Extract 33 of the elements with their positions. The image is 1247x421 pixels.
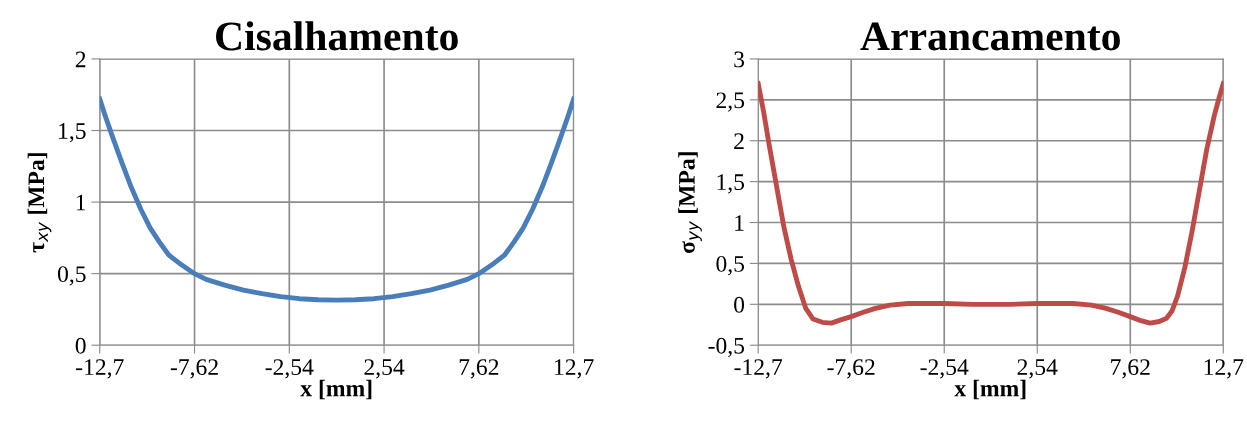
x-tick-label: -7,62 [170, 359, 218, 379]
chart-title: Cisalhamento [216, 21, 458, 51]
y-tick-label: 2,5 [716, 92, 745, 112]
x-tick-label: 12,7 [1204, 359, 1244, 379]
x-tick-label: 2,54 [364, 359, 405, 379]
y-tick-label: 1 [76, 194, 86, 211]
y-axis-title: τ$_{xy}$ [MPa] [27, 153, 52, 253]
y-tick-label: 0 [734, 296, 745, 313]
y-tick-label: 1,5 [59, 123, 86, 143]
line-series [758, 81, 1224, 326]
y-tick-label: -0,5 [708, 337, 745, 358]
line-series [99, 96, 574, 303]
y-tick-label: 1 [735, 215, 744, 231]
x-tick-label: 7,62 [459, 359, 499, 379]
x-tick-label: 12,7 [555, 359, 594, 379]
y-tick-label: 3 [734, 51, 745, 68]
x-axis-title: x [mm] [954, 379, 1026, 400]
y-tick-label: 0 [75, 337, 86, 354]
x-tick-label: 7,62 [1111, 359, 1150, 379]
y-tick-label: 1,5 [717, 174, 745, 194]
y-tick-label: 0,5 [57, 266, 86, 286]
x-tick-label: -2,54 [920, 359, 969, 379]
chart-title: Arrancamento [860, 22, 1120, 51]
y-tick-label: 0,5 [716, 255, 745, 276]
x-tick-label: -2,54 [265, 359, 314, 379]
x-tick-label: -7,62 [827, 359, 875, 379]
x-axis-title: x [mm] [300, 379, 372, 400]
x-tick-label: 2,54 [1017, 359, 1058, 379]
y-tick-label: 2 [75, 51, 86, 68]
x-tick-label: -12,7 [734, 359, 783, 379]
y-axis-title: σ$_{yy}$ [MPa] [678, 152, 702, 254]
x-tick-label: -12,7 [76, 359, 124, 379]
y-tick-label: 2 [734, 133, 744, 149]
